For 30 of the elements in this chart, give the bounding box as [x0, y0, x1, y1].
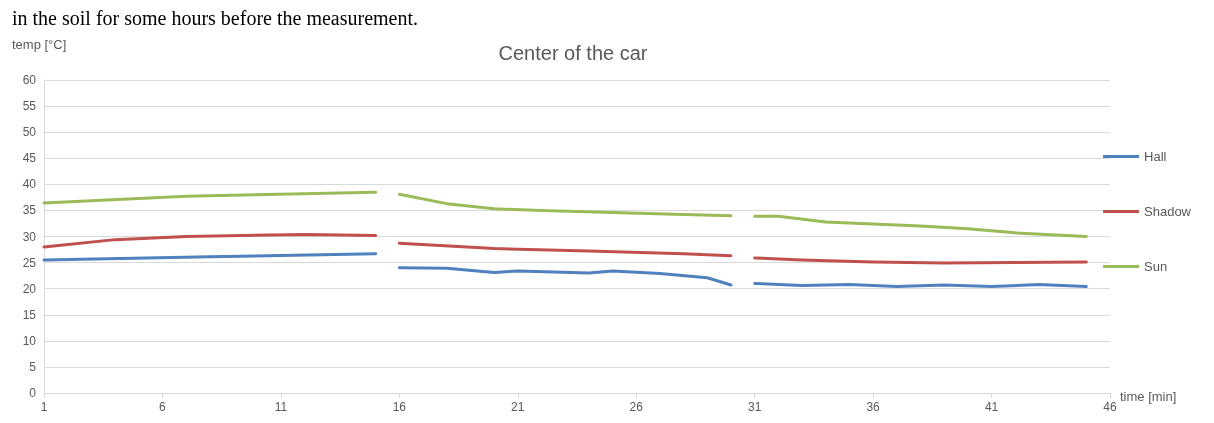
y-tick-label: 10 [22, 333, 37, 348]
chart-title: Center of the car [498, 42, 648, 64]
y-tick-label: 35 [22, 203, 37, 218]
x-tick-label: 36 [866, 400, 881, 414]
x-tick-label: 1 [40, 400, 48, 414]
y-tick-label: 55 [22, 99, 37, 114]
y-axis-title: temp [°C] [12, 37, 67, 52]
x-tick-label: 16 [392, 400, 407, 414]
legend-label: Sun [1144, 259, 1168, 274]
y-tick-label: 50 [22, 125, 37, 140]
x-tick-label: 21 [511, 400, 525, 414]
x-tick-label: 6 [159, 400, 167, 414]
y-tick-label: 40 [22, 177, 37, 192]
x-axis-title: time [min] [1120, 389, 1177, 404]
y-tick-label: 30 [22, 229, 37, 244]
y-tick-label: 45 [22, 151, 37, 166]
x-tick-label: 46 [1103, 400, 1117, 414]
text: in the soil for some hours before the measurement. [12, 7, 418, 29]
x-tick-label: 31 [747, 400, 762, 414]
y-tick-label: 25 [22, 255, 37, 270]
x-tick-label: 26 [629, 400, 644, 414]
legend-label: Hall [1144, 149, 1167, 164]
y-tick-label: 20 [22, 281, 37, 296]
y-tick-label: 60 [22, 73, 37, 87]
legend-label: Shadow [1144, 204, 1192, 219]
y-tick-label: 0 [29, 386, 37, 400]
x-tick-label: 11 [274, 400, 288, 414]
y-tick-label: 5 [29, 359, 37, 374]
y-tick-label: 15 [22, 307, 37, 322]
x-tick-label: 41 [984, 400, 999, 414]
